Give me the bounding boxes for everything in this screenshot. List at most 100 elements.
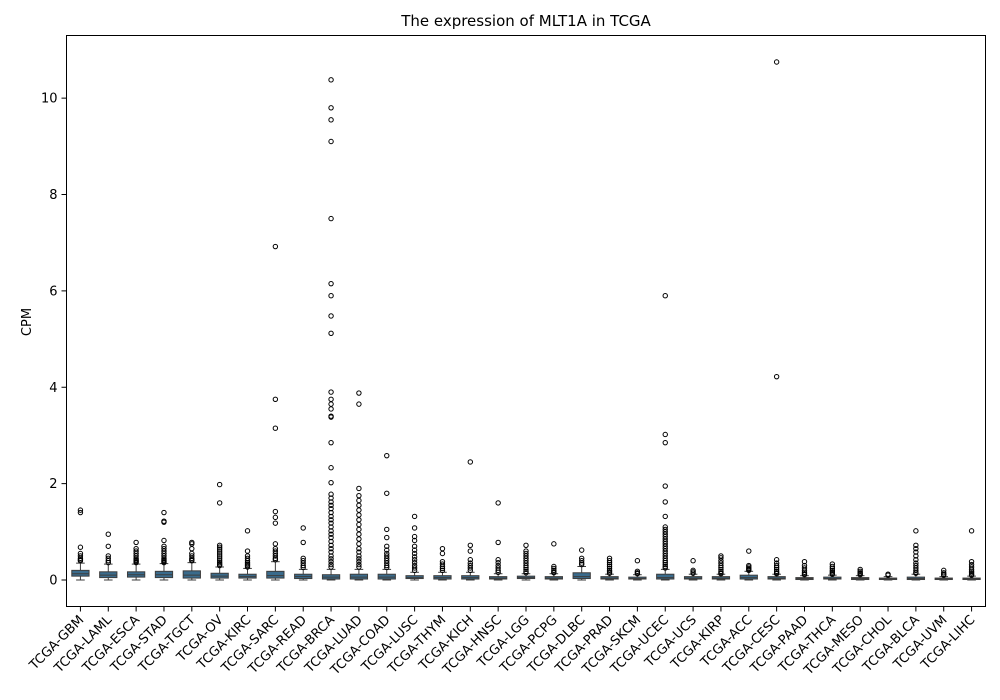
x-axis: TCGA-GBMTCGA-LAMLTCGA-ESCATCGA-STADTCGA-… (26, 606, 978, 679)
outlier-point (913, 557, 919, 563)
y-tick-label: 2 (49, 477, 57, 492)
outlier-point (328, 495, 334, 501)
box-tcga-read (294, 525, 313, 581)
outlier-point (913, 553, 919, 559)
outlier-point (941, 572, 947, 578)
outlier-point (328, 105, 334, 111)
outlier-point (411, 557, 418, 563)
outlier-point (773, 557, 780, 563)
outlier-point (216, 544, 223, 550)
box-tcga-uvm (934, 567, 953, 581)
box-tcga-kich (461, 459, 480, 581)
outlier-point (356, 556, 362, 562)
outlier-point (216, 546, 223, 552)
outlier-point (662, 565, 668, 571)
outlier-point (328, 505, 334, 512)
box-iqr (572, 572, 591, 580)
outlier-point (77, 558, 84, 564)
outlier-point (216, 552, 223, 558)
outlier-point (272, 553, 279, 559)
outlier-point (133, 559, 139, 566)
outlier-point (328, 531, 334, 537)
outlier-point (662, 558, 668, 564)
outlier-point (300, 525, 306, 531)
outlier-point (773, 59, 780, 65)
outlier-point (244, 548, 251, 554)
outlier-point (328, 534, 334, 541)
outlier-point (272, 243, 279, 250)
outlier-point (105, 543, 111, 549)
outlier-point (523, 562, 529, 569)
outlier-point (411, 554, 418, 560)
outlier-point (690, 558, 696, 564)
outlier-point (328, 280, 334, 287)
box-tcga-thca (823, 561, 842, 581)
outlier-point (356, 507, 362, 513)
outlier-point (662, 483, 668, 489)
outlier-point (328, 499, 334, 505)
box-tcga-brca (321, 77, 341, 581)
y-axis-title: CPM (20, 308, 35, 336)
box-tcga-meso (851, 566, 870, 581)
outlier-point (244, 564, 251, 570)
outlier-point (216, 481, 223, 488)
outlier-point (328, 556, 334, 562)
outlier-point (690, 570, 696, 576)
outlier-point (328, 215, 334, 222)
outlier-point (495, 559, 501, 566)
outlier-point (913, 567, 919, 574)
outlier-point (161, 559, 167, 566)
box-tcga-skcm (628, 558, 647, 581)
box-tcga-coad (377, 452, 396, 581)
box-tcga-lusc (405, 513, 424, 581)
box-tcga-prad (600, 555, 619, 581)
outlier-point (133, 539, 139, 546)
outlier-point (300, 564, 306, 571)
outlier-point (216, 500, 223, 506)
outlier-point (356, 401, 362, 407)
box-tcga-kirp (711, 553, 731, 581)
outlier-point (968, 572, 975, 578)
outlier-point (801, 558, 808, 565)
outlier-point (356, 549, 362, 555)
outlier-point (356, 517, 362, 523)
box-tcga-laml (99, 531, 118, 581)
outlier-point (913, 549, 919, 555)
outlier-point (356, 526, 362, 533)
outlier-point (384, 562, 390, 569)
outlier-point (718, 571, 724, 577)
box-tcga-esca (126, 539, 146, 581)
outlier-point (216, 556, 223, 562)
outlier-point (356, 561, 362, 568)
outlier-point (216, 562, 223, 569)
outlier-point (384, 543, 390, 549)
outlier-point (662, 561, 668, 568)
outlier-point (272, 514, 279, 521)
outlier-point (578, 561, 585, 568)
outlier-point (356, 497, 362, 504)
outlier-point (356, 536, 362, 542)
box-tcga-stad (154, 509, 174, 581)
outlier-point (411, 543, 418, 549)
outlier-point (662, 431, 668, 438)
outlier-point (662, 293, 668, 299)
outlier-point (328, 406, 334, 412)
outlier-point (411, 567, 418, 574)
outlier-point (328, 524, 334, 530)
outlier-point (328, 389, 334, 395)
outlier-point (328, 502, 334, 509)
outlier-point (356, 502, 362, 509)
outlier-point (968, 558, 975, 565)
box-tcga-ucs (683, 558, 703, 581)
box-tcga-acc (739, 548, 758, 581)
outlier-point (551, 570, 557, 576)
outlier-point (467, 567, 474, 574)
outlier-point (411, 533, 418, 540)
box-tcga-paad (795, 558, 814, 581)
outlier-point (495, 500, 501, 506)
outlier-point (606, 561, 613, 568)
outlier-point (77, 544, 84, 550)
outlier-point (105, 531, 111, 537)
outlier-point (773, 564, 780, 571)
